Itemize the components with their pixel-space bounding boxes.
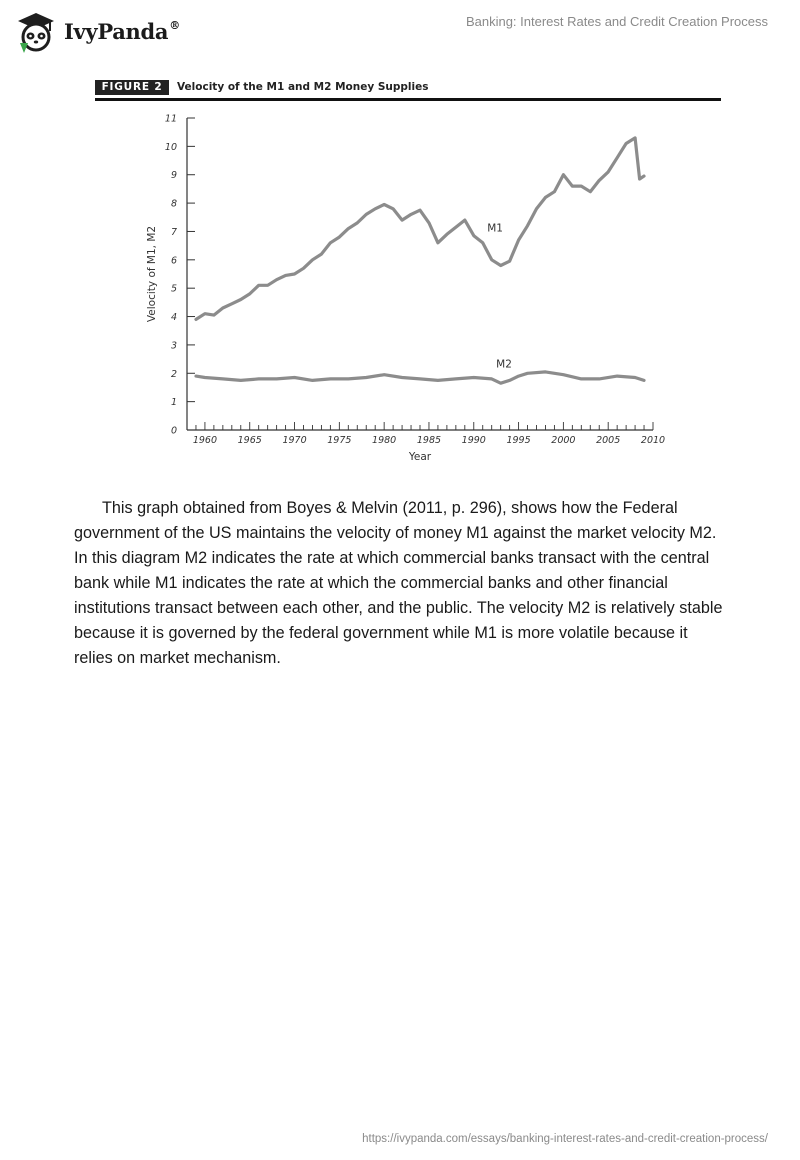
series-label-m2: M2 (496, 359, 512, 371)
y-tick-label: 4 (171, 312, 177, 323)
chart-series (194, 136, 646, 385)
series-line-m2 (194, 370, 646, 385)
x-tick-label: 1975 (327, 435, 351, 446)
x-tick-label: 1960 (193, 435, 217, 446)
panda-icon (18, 13, 54, 53)
series-label-m1: M1 (487, 222, 503, 234)
y-tick-label: 7 (171, 227, 177, 238)
x-tick-label: 2000 (551, 435, 575, 446)
x-tick-label: 1965 (238, 435, 262, 446)
x-tick-label: 2005 (596, 435, 620, 446)
page-header: IvyPanda® Banking: Interest Rates and Cr… (0, 0, 800, 60)
chart-axes (186, 118, 653, 431)
x-axis-title: Year (408, 451, 432, 463)
y-tick-label: 9 (171, 170, 177, 181)
y-tick-label: 0 (171, 426, 177, 437)
x-tick-label: 1985 (417, 435, 441, 446)
chart-ticks: 0 1 2 3 4 5 6 7 8 9 10 11 1960 1965 1970 1975 1980 1985 19… (165, 114, 665, 447)
ivypanda-logo[interactable]: IvyPanda® (14, 8, 204, 54)
y-tick-label: 1 (171, 397, 177, 408)
y-axis-title: Velocity of M1, M2 (146, 226, 158, 322)
body-paragraph: This graph obtained from Boyes & Melvin … (74, 499, 723, 667)
figure-title: Velocity of the M1 and M2 Money Supplies (177, 81, 429, 93)
velocity-chart: 0 1 2 3 4 5 6 7 8 9 10 11 1960 1965 1970 1975 1980 1985 19… (146, 114, 665, 464)
source-url[interactable]: https://ivypanda.com/essays/banking-inte… (362, 1133, 768, 1145)
x-tick-label: 1995 (506, 435, 530, 446)
y-tick-label: 10 (165, 142, 177, 153)
figure-number: FIGURE 2 (95, 80, 169, 95)
y-tick-label: 5 (171, 284, 177, 295)
x-tick-label: 1980 (372, 435, 396, 446)
y-tick-label: 6 (171, 255, 177, 266)
x-tick-label: 2010 (641, 435, 665, 446)
y-tick-label: 8 (171, 199, 177, 210)
y-tick-label: 11 (165, 114, 177, 125)
y-tick-label: 2 (171, 369, 177, 380)
x-tick-label: 1970 (282, 435, 306, 446)
brand-name: IvyPanda® (64, 18, 180, 44)
series-line-m1 (194, 136, 646, 321)
y-tick-label: 3 (171, 340, 177, 351)
chart-labels: M1 M2 Year Velocity of M1, M2 (146, 222, 512, 463)
x-tick-label: 1990 (462, 435, 486, 446)
figure-title-bar: FIGURE 2 Velocity of the M1 and M2 Money… (95, 78, 721, 101)
document-title: Banking: Interest Rates and Credit Creat… (465, 14, 768, 29)
figure: FIGURE 2 Velocity of the M1 and M2 Money… (95, 78, 725, 473)
